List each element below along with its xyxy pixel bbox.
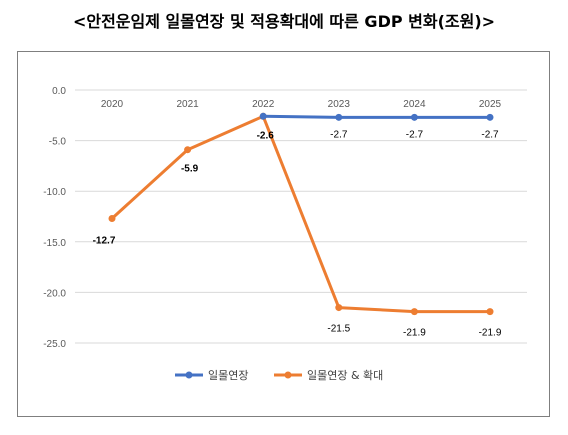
x-tick-label: 2023 bbox=[328, 99, 351, 110]
data-point bbox=[410, 113, 418, 121]
x-tick-label: 2020 bbox=[101, 99, 124, 110]
data-label: -2.7 bbox=[330, 129, 348, 140]
data-point bbox=[335, 113, 343, 121]
x-tick-label: 2022 bbox=[252, 99, 275, 110]
series-lines bbox=[108, 112, 494, 316]
gridlines bbox=[75, 89, 527, 344]
x-tick-label: 2021 bbox=[176, 99, 199, 110]
y-tick-label: 0.0 bbox=[52, 86, 66, 97]
data-labels: -12.7 -5.9 -2.6 -21.5 -21.9 -21.9 -2.7 -2.7 -2.7 bbox=[93, 129, 502, 338]
data-label: -5.9 bbox=[181, 164, 199, 175]
data-label: -21.9 bbox=[403, 328, 426, 339]
data-point bbox=[259, 112, 267, 120]
data-point bbox=[184, 146, 192, 154]
y-tick-label: -15.0 bbox=[43, 238, 66, 249]
data-point bbox=[410, 308, 418, 316]
data-point bbox=[335, 304, 343, 312]
data-label: -2.7 bbox=[481, 129, 499, 140]
y-tick-label: -5.0 bbox=[49, 137, 67, 148]
y-tick-label: -25.0 bbox=[43, 339, 66, 350]
chart-frame bbox=[17, 51, 550, 417]
x-axis-tick-labels: 2020 2021 2022 2023 2024 2025 bbox=[101, 99, 502, 110]
y-tick-label: -10.0 bbox=[43, 187, 66, 198]
y-tick-label: -20.0 bbox=[43, 288, 66, 299]
data-label: -2.7 bbox=[406, 129, 424, 140]
data-point bbox=[108, 215, 116, 223]
legend: 일몰연장 일몰연장 & 확대 bbox=[175, 368, 383, 382]
series-line bbox=[110, 114, 490, 314]
legend-label: 일몰연장 bbox=[208, 368, 248, 382]
series-line bbox=[263, 114, 490, 119]
data-label: -21.5 bbox=[327, 324, 350, 335]
data-point bbox=[486, 308, 494, 316]
legend-label: 일몰연장 & 확대 bbox=[307, 368, 383, 382]
x-tick-label: 2024 bbox=[403, 99, 426, 110]
data-label: -2.6 bbox=[257, 130, 275, 141]
y-axis-tick-labels: 0.0 -5.0 -10.0 -15.0 -20.0 -25.0 bbox=[43, 86, 66, 350]
data-label: -12.7 bbox=[93, 236, 116, 247]
data-label: -21.9 bbox=[479, 328, 502, 339]
data-point bbox=[486, 113, 494, 121]
legend-swatch-marker bbox=[185, 371, 193, 379]
legend-swatch-marker bbox=[284, 371, 292, 379]
x-tick-label: 2025 bbox=[479, 99, 502, 110]
chart-title: <안전운임제 일몰연장 및 적용확대에 따른 GDP 변화(조원)> bbox=[72, 12, 496, 31]
